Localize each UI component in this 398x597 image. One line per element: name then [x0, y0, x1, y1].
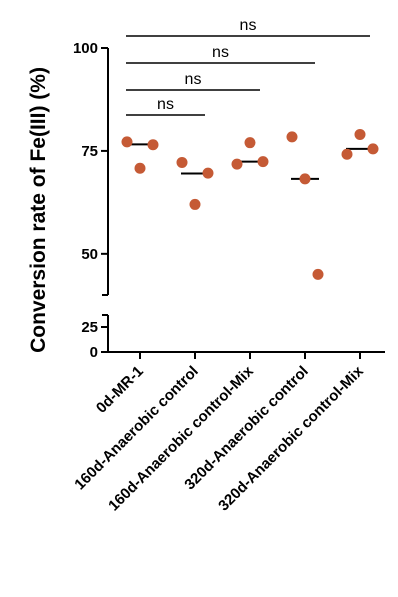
y-tick-label: 0 — [90, 344, 98, 361]
y-tick-label: 50 — [81, 246, 98, 263]
y-tick-label: 100 — [73, 40, 98, 57]
data-point — [121, 136, 133, 148]
data-point — [312, 268, 324, 280]
significance-label: ns — [185, 71, 202, 88]
data-point — [341, 148, 353, 160]
data-point — [176, 156, 188, 168]
data-point — [189, 198, 201, 210]
data-point — [134, 162, 146, 174]
y-axis-label: Conversion rate of Fe(III) (%) — [27, 67, 50, 353]
data-point — [244, 137, 256, 149]
y-tick-label: 75 — [81, 143, 98, 160]
significance-label: ns — [157, 96, 174, 113]
data-marks — [121, 128, 379, 280]
data-point — [202, 167, 214, 179]
data-point — [257, 156, 269, 168]
data-point — [367, 143, 379, 155]
x-tick-label: 0d-MR-1 — [93, 363, 147, 417]
y-tick-label: 25 — [81, 319, 98, 336]
data-point — [299, 173, 311, 185]
data-point — [231, 158, 243, 170]
data-point — [354, 128, 366, 140]
significance-label: ns — [212, 44, 229, 61]
data-point — [286, 131, 298, 143]
data-point — [147, 139, 159, 151]
significance-label: ns — [240, 17, 257, 34]
axes: 0 25 50 75 100 — [73, 40, 385, 361]
